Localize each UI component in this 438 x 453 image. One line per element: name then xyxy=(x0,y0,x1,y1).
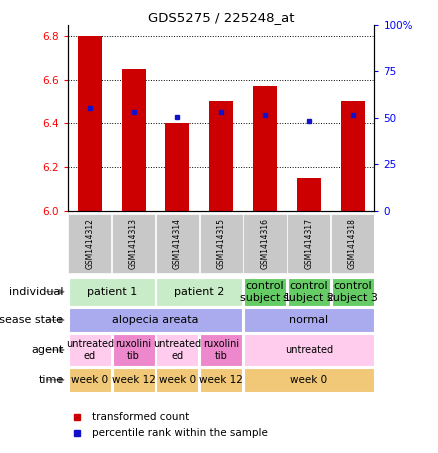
Text: GSM1414313: GSM1414313 xyxy=(129,218,138,269)
Text: untreated: untreated xyxy=(285,345,333,355)
Text: control
subject 1: control subject 1 xyxy=(240,281,290,303)
Text: GSM1414312: GSM1414312 xyxy=(85,218,94,269)
Text: patient 1: patient 1 xyxy=(87,287,137,297)
Text: disease state: disease state xyxy=(0,315,64,325)
Text: GSM1414315: GSM1414315 xyxy=(217,218,226,269)
Bar xyxy=(244,334,374,366)
Bar xyxy=(288,278,330,306)
Text: week 0: week 0 xyxy=(159,375,196,385)
Bar xyxy=(78,36,102,211)
Bar xyxy=(69,368,111,392)
Text: time: time xyxy=(38,375,64,385)
Text: individual: individual xyxy=(9,287,64,297)
Bar xyxy=(200,334,242,366)
Bar xyxy=(209,101,233,211)
Text: GSM1414314: GSM1414314 xyxy=(173,218,182,269)
Text: transformed count: transformed count xyxy=(92,412,190,422)
Bar xyxy=(297,178,321,211)
Text: normal: normal xyxy=(289,315,328,325)
Text: ruxolini
tib: ruxolini tib xyxy=(116,339,152,361)
Bar xyxy=(156,334,198,366)
Bar xyxy=(112,213,155,274)
Bar xyxy=(244,278,286,306)
Bar xyxy=(244,308,374,332)
Bar xyxy=(244,368,374,392)
Text: week 0: week 0 xyxy=(71,375,108,385)
Bar xyxy=(341,101,364,211)
Text: untreated
ed: untreated ed xyxy=(66,339,114,361)
Text: control
subject 2: control subject 2 xyxy=(283,281,334,303)
Bar xyxy=(69,308,242,332)
Text: week 12: week 12 xyxy=(112,375,155,385)
Bar xyxy=(156,213,199,274)
Bar xyxy=(166,123,190,211)
Text: week 12: week 12 xyxy=(199,375,243,385)
Text: GSM1414316: GSM1414316 xyxy=(261,218,269,269)
Bar xyxy=(331,213,374,274)
Bar xyxy=(200,368,242,392)
Bar xyxy=(68,213,111,274)
Text: percentile rank within the sample: percentile rank within the sample xyxy=(92,429,268,439)
Bar xyxy=(113,334,155,366)
Bar xyxy=(253,86,277,211)
Bar xyxy=(122,68,145,211)
Bar xyxy=(287,213,331,274)
Bar xyxy=(113,368,155,392)
Bar xyxy=(332,278,374,306)
Bar xyxy=(156,278,242,306)
Title: GDS5275 / 225248_at: GDS5275 / 225248_at xyxy=(148,11,294,24)
Text: GSM1414317: GSM1414317 xyxy=(304,218,313,269)
Bar xyxy=(69,278,155,306)
Bar xyxy=(200,213,243,274)
Text: patient 2: patient 2 xyxy=(174,287,225,297)
Bar xyxy=(244,213,287,274)
Text: ruxolini
tib: ruxolini tib xyxy=(203,339,239,361)
Text: GSM1414318: GSM1414318 xyxy=(348,218,357,269)
Text: agent: agent xyxy=(31,345,64,355)
Text: untreated
ed: untreated ed xyxy=(153,339,201,361)
Text: week 0: week 0 xyxy=(290,375,327,385)
Text: alopecia areata: alopecia areata xyxy=(112,315,199,325)
Bar xyxy=(156,368,198,392)
Text: control
subject 3: control subject 3 xyxy=(327,281,378,303)
Bar xyxy=(69,334,111,366)
